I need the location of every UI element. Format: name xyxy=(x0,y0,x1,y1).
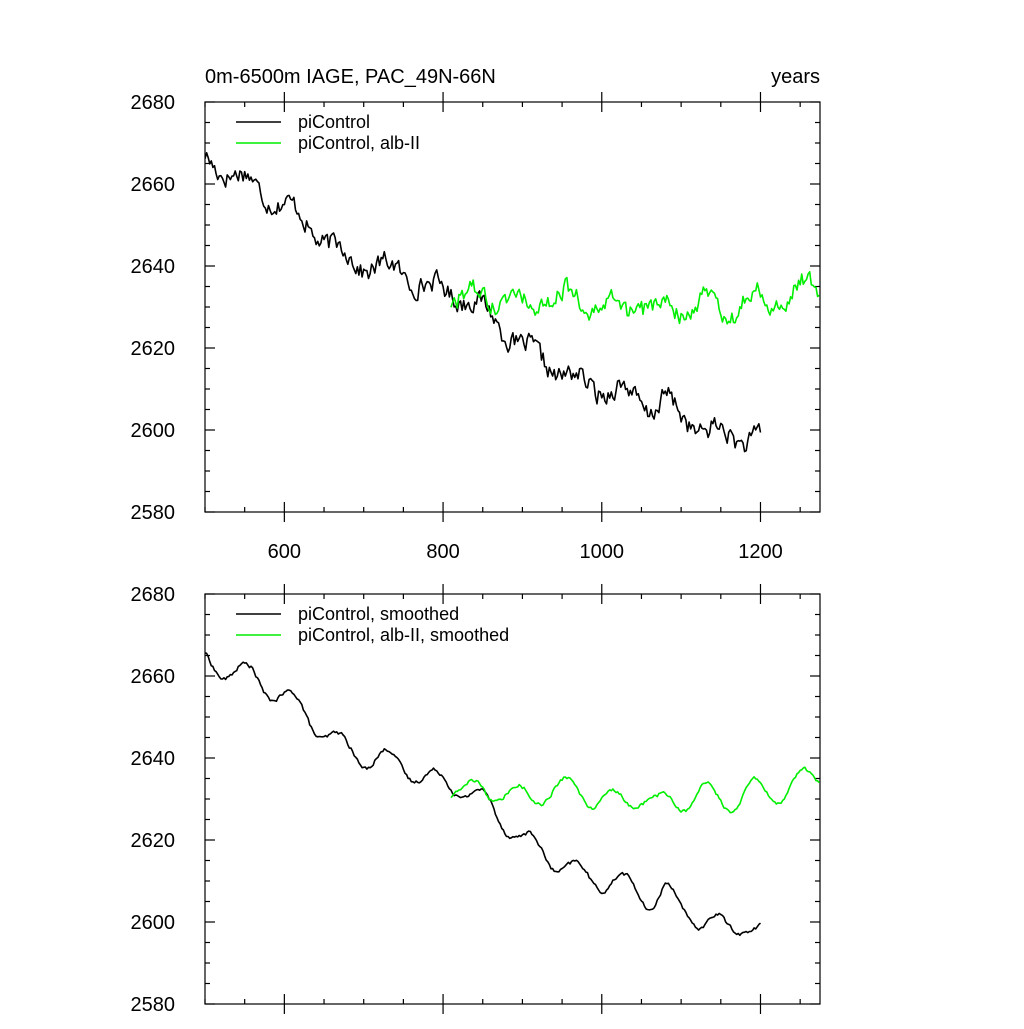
chart-panel-top: 2580 2600 2620 2640 2660 2680 600 800 1000 1200 pi… xyxy=(131,92,821,563)
series-line-picontrol xyxy=(205,152,762,453)
y-tick-label: 2680 xyxy=(131,92,176,114)
series-line-picontrol-alb-ii-smoothed xyxy=(450,766,820,814)
plot-frame xyxy=(204,593,821,1005)
chart-title: 0m-6500m IAGE, PAC_49N-66N xyxy=(205,66,496,88)
y-tick-label: 2600 xyxy=(131,420,176,442)
axes-top xyxy=(204,92,821,522)
series-line-picontrol-smoothed xyxy=(205,652,762,937)
y-tick-label: 2620 xyxy=(131,830,176,852)
y-tick-label: 2600 xyxy=(131,912,176,934)
chart-panel-bottom: 2580 2600 2620 2640 2660 2680 piControl, smoot… xyxy=(131,584,821,1016)
x-tick-label: 1200 xyxy=(738,541,783,563)
y-tick-label: 2640 xyxy=(131,256,176,278)
axes-bottom xyxy=(204,584,821,1014)
legend-label: piControl, smoothed xyxy=(298,604,459,624)
chart-units-label: years xyxy=(771,66,820,88)
y-tick-label: 2580 xyxy=(131,994,176,1016)
plot-frame xyxy=(204,101,821,513)
legend-label: piControl, alb-II xyxy=(298,133,420,153)
y-tick-label: 2660 xyxy=(131,666,176,688)
legend-label: piControl xyxy=(298,112,370,132)
y-tick-label: 2620 xyxy=(131,338,176,360)
x-tick-label: 1000 xyxy=(580,541,625,563)
x-tick-label: 600 xyxy=(268,541,301,563)
y-tick-label: 2580 xyxy=(131,502,176,524)
y-tick-label: 2640 xyxy=(131,748,176,770)
y-tick-label: 2680 xyxy=(131,584,176,606)
x-tick-label: 800 xyxy=(426,541,459,563)
series-line-picontrol-alb-ii xyxy=(450,271,820,325)
legend-label: piControl, alb-II, smoothed xyxy=(298,625,509,645)
y-tick-label: 2660 xyxy=(131,174,176,196)
